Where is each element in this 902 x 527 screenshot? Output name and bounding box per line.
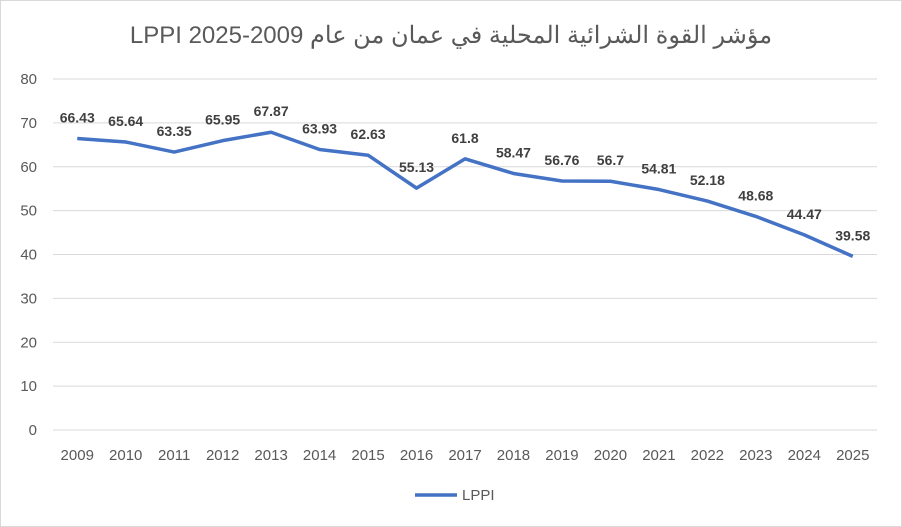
y-tick-label: 0 (29, 422, 37, 439)
y-tick-label: 70 (20, 115, 37, 132)
data-label: 67.87 (254, 103, 289, 119)
data-label: 44.47 (787, 206, 822, 222)
data-label: 48.68 (738, 187, 773, 203)
y-tick-label: 80 (20, 71, 37, 88)
legend-label-lppi: LPPI (462, 487, 495, 504)
data-label: 39.58 (835, 227, 870, 243)
y-tick-label: 50 (20, 203, 37, 220)
data-label: 63.93 (302, 121, 337, 137)
x-tick-label: 2010 (109, 447, 142, 464)
data-label: 62.63 (351, 126, 386, 142)
data-label: 61.8 (451, 130, 478, 146)
x-tick-label: 2017 (448, 447, 481, 464)
data-label: 54.81 (641, 161, 676, 177)
x-tick-label: 2019 (545, 447, 578, 464)
x-tick-label: 2018 (497, 447, 530, 464)
x-tick-label: 2012 (206, 447, 239, 464)
y-tick-label: 20 (20, 334, 37, 351)
x-tick-label: 2016 (400, 447, 433, 464)
x-tick-label: 2025 (836, 447, 869, 464)
x-tick-label: 2023 (739, 447, 772, 464)
x-tick-label: 2022 (691, 447, 724, 464)
x-tick-label: 2011 (158, 447, 190, 464)
data-label: 65.95 (205, 112, 240, 128)
y-tick-label: 60 (20, 159, 37, 176)
y-tick-label: 10 (20, 378, 37, 395)
series-line-lppi (77, 130, 854, 258)
x-tick-label: 2009 (61, 447, 94, 464)
data-label: 65.64 (108, 113, 143, 129)
data-label: 55.13 (399, 159, 434, 175)
data-label: 56.76 (544, 152, 579, 168)
data-label: 52.18 (690, 172, 725, 188)
x-tick-label: 2014 (303, 447, 336, 464)
data-label: 58.47 (496, 144, 531, 160)
data-label: 56.7 (597, 152, 624, 168)
y-tick-label: 40 (20, 247, 37, 264)
x-tick-label: 2015 (351, 447, 384, 464)
x-tick-label: 2013 (254, 447, 287, 464)
x-tick-label: 2021 (642, 447, 675, 464)
x-tick-label: 2024 (788, 447, 821, 464)
x-tick-label: 2020 (594, 447, 627, 464)
chart-title: LPPI 2025-2009 مؤشر القوة الشرائية المحل… (129, 22, 773, 49)
y-tick-label: 30 (20, 290, 37, 307)
data-label: 63.35 (157, 123, 192, 139)
data-label: 66.43 (60, 110, 95, 126)
